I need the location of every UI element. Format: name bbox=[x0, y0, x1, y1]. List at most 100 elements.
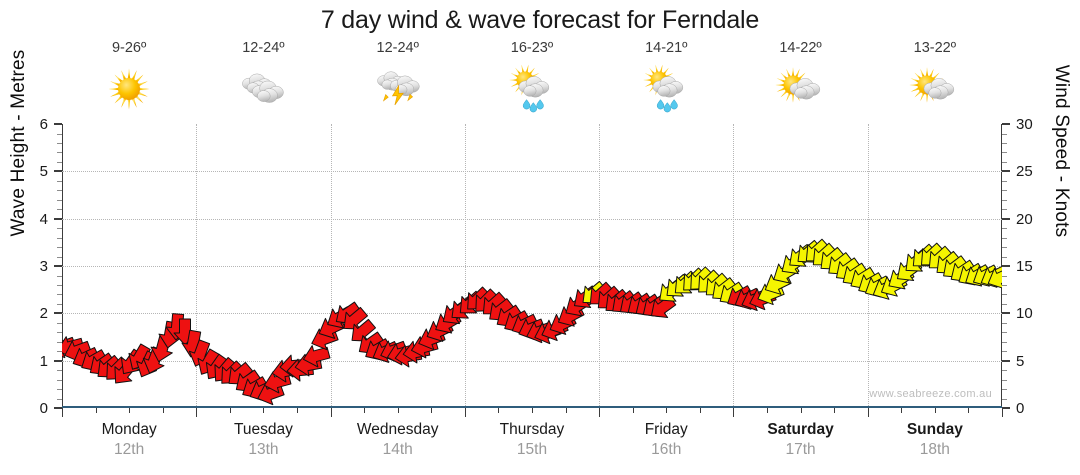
day-date: 14th bbox=[382, 441, 413, 458]
day-date: 18th bbox=[919, 441, 950, 458]
day-tick-minor bbox=[397, 408, 399, 413]
axis-tick-minor bbox=[1002, 294, 1007, 296]
axis-tick-minor bbox=[1002, 180, 1007, 182]
axis-tick-label: 6 bbox=[39, 116, 48, 133]
axis-tick-minor bbox=[57, 398, 62, 400]
day-header-saturday: 14-22º bbox=[733, 40, 867, 124]
axis-tick-minor bbox=[57, 161, 62, 163]
sun-cloud-icon bbox=[772, 60, 830, 118]
axis-tick-minor bbox=[1002, 303, 1007, 305]
axis-tick-major bbox=[54, 312, 62, 315]
axis-tick-label: 1 bbox=[39, 352, 48, 370]
day-tick-minor bbox=[364, 408, 366, 413]
day-tick-minor bbox=[699, 408, 701, 413]
axis-tick-label: 4 bbox=[39, 210, 48, 228]
temperature-range: 12-24º bbox=[242, 40, 285, 56]
axis-tick-major bbox=[54, 265, 62, 267]
day-label-friday: Friday 16th bbox=[599, 420, 733, 460]
axis-tick-minor bbox=[1002, 379, 1007, 381]
day-tick-major bbox=[867, 408, 869, 417]
temperature-range: 12-24º bbox=[376, 40, 419, 56]
axis-tick-major bbox=[54, 359, 62, 362]
gridline-horizontal bbox=[62, 313, 1002, 315]
axis-tick-minor bbox=[1002, 332, 1007, 334]
plot-area: www.seabreeze.com.au bbox=[62, 124, 1002, 408]
day-label-sunday: Sunday 18th bbox=[868, 420, 1002, 460]
axis-tick-minor bbox=[1002, 351, 1007, 353]
axis-tick-minor bbox=[1002, 370, 1007, 372]
temperature-range: 9-26º bbox=[111, 40, 147, 56]
day-tick-minor bbox=[498, 408, 500, 413]
gridline-vertical bbox=[599, 124, 601, 408]
gridline-horizontal bbox=[62, 218, 1002, 220]
axis-tick-minor bbox=[57, 341, 62, 343]
day-tick-minor bbox=[934, 408, 936, 413]
gridline-vertical bbox=[733, 124, 735, 408]
day-tick-minor bbox=[162, 408, 164, 413]
axis-tick-label: 5 bbox=[1016, 352, 1025, 370]
day-tick-major bbox=[1002, 408, 1003, 417]
day-name: Friday bbox=[644, 421, 688, 438]
day-tick-major bbox=[196, 408, 198, 417]
gridline-horizontal bbox=[62, 266, 1002, 267]
axis-tick-minor bbox=[1002, 199, 1007, 201]
axis-tick-minor bbox=[1002, 142, 1007, 144]
axis-tick-label: 5 bbox=[39, 163, 48, 181]
day-tick-minor bbox=[632, 408, 634, 413]
axis-tick-label: 0 bbox=[39, 400, 48, 417]
temperature-range: 16-23º bbox=[510, 40, 554, 56]
day-tick-major bbox=[599, 408, 601, 417]
page-title: 7 day wind & wave forecast for Ferndale bbox=[320, 6, 760, 34]
axis-tick-minor bbox=[1002, 398, 1007, 400]
day-date: 17th bbox=[785, 441, 816, 458]
axis-tick-minor bbox=[1002, 256, 1007, 258]
axis-tick-minor bbox=[57, 275, 62, 277]
wind-speed-axis: 0 5 10 15 20 25 30 bbox=[1002, 117, 1080, 416]
day-header-friday: 14-21º bbox=[599, 40, 733, 124]
day-name: Monday bbox=[101, 421, 157, 438]
day-tick-major bbox=[733, 408, 735, 417]
day-name: Sunday bbox=[906, 421, 963, 438]
day-header-monday: 9-26º bbox=[62, 40, 196, 124]
day-tick-minor bbox=[129, 408, 131, 413]
axis-tick-minor bbox=[57, 247, 62, 249]
axis-tick-minor bbox=[57, 142, 62, 144]
day-tick-minor bbox=[666, 408, 668, 413]
gridline-vertical bbox=[196, 124, 198, 408]
day-label-wednesday: Wednesday 14th bbox=[331, 420, 465, 460]
axis-tick-minor bbox=[57, 237, 62, 239]
axis-tick-minor bbox=[57, 256, 62, 258]
axis-tick-minor bbox=[1002, 247, 1007, 249]
axis-tick-minor bbox=[57, 389, 62, 391]
day-label-saturday: Saturday 17th bbox=[733, 420, 867, 460]
axis-tick-minor bbox=[1002, 161, 1007, 163]
axis-tick-minor bbox=[57, 351, 62, 353]
sun-cloud-rain-icon bbox=[637, 60, 695, 118]
axis-tick-minor bbox=[57, 303, 62, 305]
day-date: 12th bbox=[114, 441, 145, 458]
day-header-wednesday: 12-24º bbox=[331, 40, 465, 124]
axis-tick-major bbox=[1002, 123, 1010, 125]
day-name: Thursday bbox=[499, 421, 565, 438]
cloud-icon bbox=[234, 60, 292, 118]
day-tick-minor bbox=[229, 408, 231, 413]
wave-height-axis: 0 1 2 3 4 5 6 bbox=[0, 117, 62, 416]
axis-tick-minor bbox=[1002, 209, 1007, 211]
gridline-vertical bbox=[330, 124, 332, 408]
day-tick-major bbox=[330, 408, 332, 417]
day-tick-minor bbox=[263, 408, 265, 413]
axis-tick-minor bbox=[57, 199, 62, 201]
wave-height-axis-title: Wave Height - Metres bbox=[8, 49, 29, 237]
day-tick-minor bbox=[968, 408, 970, 413]
axis-tick-minor bbox=[57, 284, 62, 286]
thunderstorm-icon bbox=[369, 60, 427, 118]
sun-cloud-rain-icon bbox=[503, 60, 561, 118]
day-tick-major bbox=[464, 408, 466, 417]
day-tick-minor bbox=[834, 408, 836, 413]
axis-tick-label: 25 bbox=[1016, 163, 1033, 181]
axis-baseline bbox=[62, 406, 1002, 408]
gridline-horizontal bbox=[62, 171, 1002, 173]
axis-tick-minor bbox=[57, 228, 62, 230]
day-date: 13th bbox=[248, 441, 279, 458]
day-tick-minor bbox=[297, 408, 298, 413]
